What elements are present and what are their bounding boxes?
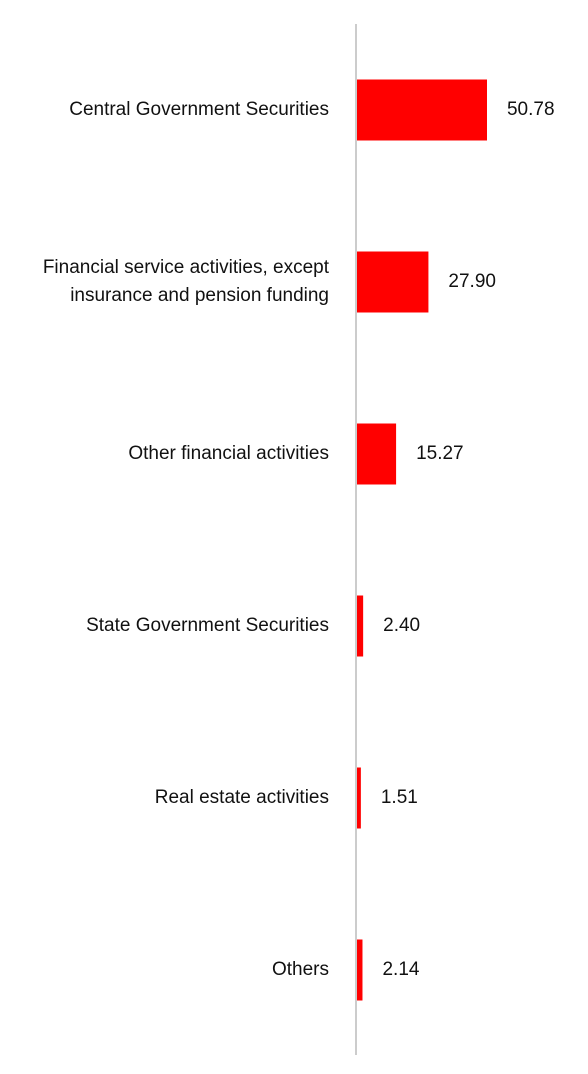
category-label: State Government Securities bbox=[86, 615, 329, 636]
bar-value-label: 15.27 bbox=[416, 443, 464, 464]
category-label-line: Other financial activities bbox=[128, 443, 329, 464]
bar bbox=[357, 595, 364, 657]
category-label-line: insurance and pension funding bbox=[70, 285, 329, 306]
category-label: Real estate activities bbox=[155, 787, 329, 808]
category-label: Other financial activities bbox=[128, 443, 329, 464]
bar-value-label: 1.51 bbox=[381, 787, 418, 808]
bar bbox=[357, 767, 361, 829]
bar bbox=[357, 939, 363, 1001]
category-label: Others bbox=[272, 959, 329, 980]
category-label-line: Real estate activities bbox=[155, 787, 329, 808]
category-label: Financial service activities, except insu… bbox=[43, 257, 330, 306]
bar bbox=[357, 79, 487, 141]
category-label-line: Financial service activities, except bbox=[43, 257, 330, 278]
bar-value-label: 2.14 bbox=[382, 959, 419, 980]
bar bbox=[357, 423, 397, 485]
category-label: Central Government Securities bbox=[69, 99, 329, 120]
bar bbox=[357, 251, 429, 313]
category-label-line: State Government Securities bbox=[86, 615, 329, 636]
bar-value-label: 50.78 bbox=[507, 99, 555, 120]
bar-value-label: 2.40 bbox=[383, 615, 420, 636]
bar-value-label: 27.90 bbox=[448, 271, 496, 292]
category-label-line: Others bbox=[272, 959, 329, 980]
category-label-line: Central Government Securities bbox=[69, 99, 329, 120]
